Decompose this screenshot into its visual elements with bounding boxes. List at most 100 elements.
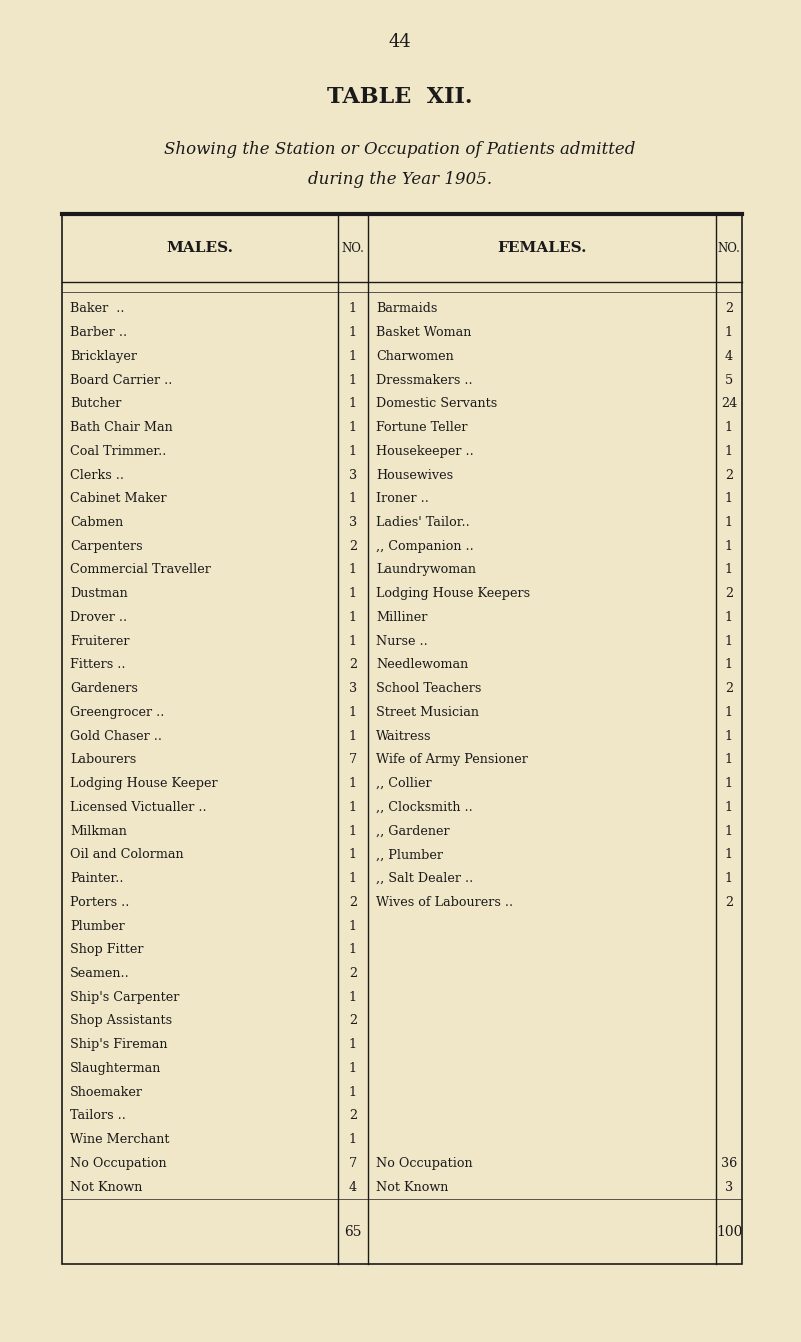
Text: 1: 1 xyxy=(349,397,357,411)
Bar xyxy=(62,213,742,1264)
Text: 1: 1 xyxy=(725,753,733,766)
Text: 2: 2 xyxy=(349,896,357,909)
Text: No Occupation: No Occupation xyxy=(70,1157,167,1170)
Text: 36: 36 xyxy=(721,1157,737,1170)
Text: Wine Merchant: Wine Merchant xyxy=(70,1133,170,1146)
Text: 2: 2 xyxy=(349,1015,357,1028)
Text: 1: 1 xyxy=(725,611,733,624)
Text: 1: 1 xyxy=(349,848,357,862)
Text: 65: 65 xyxy=(344,1224,362,1239)
Text: Housewives: Housewives xyxy=(376,468,453,482)
Text: 1: 1 xyxy=(349,1039,357,1051)
Text: Nurse ..: Nurse .. xyxy=(376,635,428,648)
Text: Ironer ..: Ironer .. xyxy=(376,493,429,506)
Text: Charwomen: Charwomen xyxy=(376,350,453,362)
Text: 1: 1 xyxy=(349,824,357,837)
Text: Tailors ..: Tailors .. xyxy=(70,1110,126,1122)
Text: 1: 1 xyxy=(725,564,733,577)
Text: ,, Collier: ,, Collier xyxy=(376,777,432,790)
Text: ,, Gardener: ,, Gardener xyxy=(376,824,449,837)
Text: 1: 1 xyxy=(349,444,357,458)
Text: 1: 1 xyxy=(349,493,357,506)
Text: Drover ..: Drover .. xyxy=(70,611,127,624)
Text: MALES.: MALES. xyxy=(167,242,234,255)
Text: 1: 1 xyxy=(725,730,733,742)
Text: Greengrocer ..: Greengrocer .. xyxy=(70,706,164,719)
Text: Laundrywoman: Laundrywoman xyxy=(376,564,476,577)
Text: 1: 1 xyxy=(725,444,733,458)
Text: Painter..: Painter.. xyxy=(70,872,123,886)
Text: 2: 2 xyxy=(349,968,357,980)
Text: Waitress: Waitress xyxy=(376,730,432,742)
Text: 2: 2 xyxy=(725,896,733,909)
Text: Gardeners: Gardeners xyxy=(70,682,138,695)
Text: 44: 44 xyxy=(388,34,412,51)
Text: Bath Chair Man: Bath Chair Man xyxy=(70,421,173,433)
Text: 2: 2 xyxy=(725,302,733,315)
Text: NO.: NO. xyxy=(718,242,740,255)
Text: NO.: NO. xyxy=(341,242,364,255)
Text: FEMALES.: FEMALES. xyxy=(497,242,587,255)
Text: 1: 1 xyxy=(349,706,357,719)
Text: Fortune Teller: Fortune Teller xyxy=(376,421,468,433)
Text: Licensed Victualler ..: Licensed Victualler .. xyxy=(70,801,207,813)
Text: 4: 4 xyxy=(349,1181,357,1193)
Text: 3: 3 xyxy=(725,1181,733,1193)
Text: 1: 1 xyxy=(349,777,357,790)
Text: Clerks ..: Clerks .. xyxy=(70,468,124,482)
Text: 3: 3 xyxy=(349,468,357,482)
Text: 7: 7 xyxy=(349,753,357,766)
Text: 1: 1 xyxy=(725,421,733,433)
Text: 1: 1 xyxy=(725,539,733,553)
Text: 1: 1 xyxy=(349,635,357,648)
Text: 1: 1 xyxy=(725,326,733,340)
Text: 1: 1 xyxy=(725,848,733,862)
Text: 1: 1 xyxy=(349,588,357,600)
Text: 2: 2 xyxy=(349,1110,357,1122)
Text: 1: 1 xyxy=(349,373,357,386)
Text: 24: 24 xyxy=(721,397,737,411)
Text: Gold Chaser ..: Gold Chaser .. xyxy=(70,730,162,742)
Text: Milkman: Milkman xyxy=(70,824,127,837)
Text: Baker  ..: Baker .. xyxy=(70,302,124,315)
Text: Oil and Colorman: Oil and Colorman xyxy=(70,848,183,862)
Text: 1: 1 xyxy=(349,326,357,340)
Text: 1: 1 xyxy=(349,1062,357,1075)
Text: Fruiterer: Fruiterer xyxy=(70,635,130,648)
Text: Cabinet Maker: Cabinet Maker xyxy=(70,493,167,506)
Text: 7: 7 xyxy=(349,1157,357,1170)
Text: 5: 5 xyxy=(725,373,733,386)
Text: 1: 1 xyxy=(725,801,733,813)
Text: 2: 2 xyxy=(725,588,733,600)
Text: 1: 1 xyxy=(725,635,733,648)
Text: Labourers: Labourers xyxy=(70,753,136,766)
Text: 2: 2 xyxy=(349,659,357,671)
Text: Street Musician: Street Musician xyxy=(376,706,479,719)
Text: Shoemaker: Shoemaker xyxy=(70,1086,143,1099)
Text: Ladies' Tailor..: Ladies' Tailor.. xyxy=(376,517,469,529)
Text: Lodging House Keepers: Lodging House Keepers xyxy=(376,588,530,600)
Text: 3: 3 xyxy=(349,517,357,529)
Text: Lodging House Keeper: Lodging House Keeper xyxy=(70,777,218,790)
Text: Dressmakers ..: Dressmakers .. xyxy=(376,373,473,386)
Text: 1: 1 xyxy=(725,824,733,837)
Text: Butcher: Butcher xyxy=(70,397,122,411)
Text: No Occupation: No Occupation xyxy=(376,1157,473,1170)
Text: Housekeeper ..: Housekeeper .. xyxy=(376,444,473,458)
Text: Plumber: Plumber xyxy=(70,919,125,933)
Text: 1: 1 xyxy=(349,990,357,1004)
Text: Slaughterman: Slaughterman xyxy=(70,1062,161,1075)
Text: 100: 100 xyxy=(716,1224,743,1239)
Text: Shop Fitter: Shop Fitter xyxy=(70,943,143,957)
Text: 2: 2 xyxy=(349,539,357,553)
Text: TABLE  XII.: TABLE XII. xyxy=(328,86,473,107)
Text: Showing the Station or Occupation of Patients admitted: Showing the Station or Occupation of Pat… xyxy=(164,141,636,157)
Text: Needlewoman: Needlewoman xyxy=(376,659,469,671)
Text: 1: 1 xyxy=(349,350,357,362)
Text: Porters ..: Porters .. xyxy=(70,896,130,909)
Text: 4: 4 xyxy=(725,350,733,362)
Text: School Teachers: School Teachers xyxy=(376,682,481,695)
Text: Ship's Fireman: Ship's Fireman xyxy=(70,1039,167,1051)
Text: during the Year 1905.: during the Year 1905. xyxy=(308,170,492,188)
Text: 2: 2 xyxy=(725,468,733,482)
